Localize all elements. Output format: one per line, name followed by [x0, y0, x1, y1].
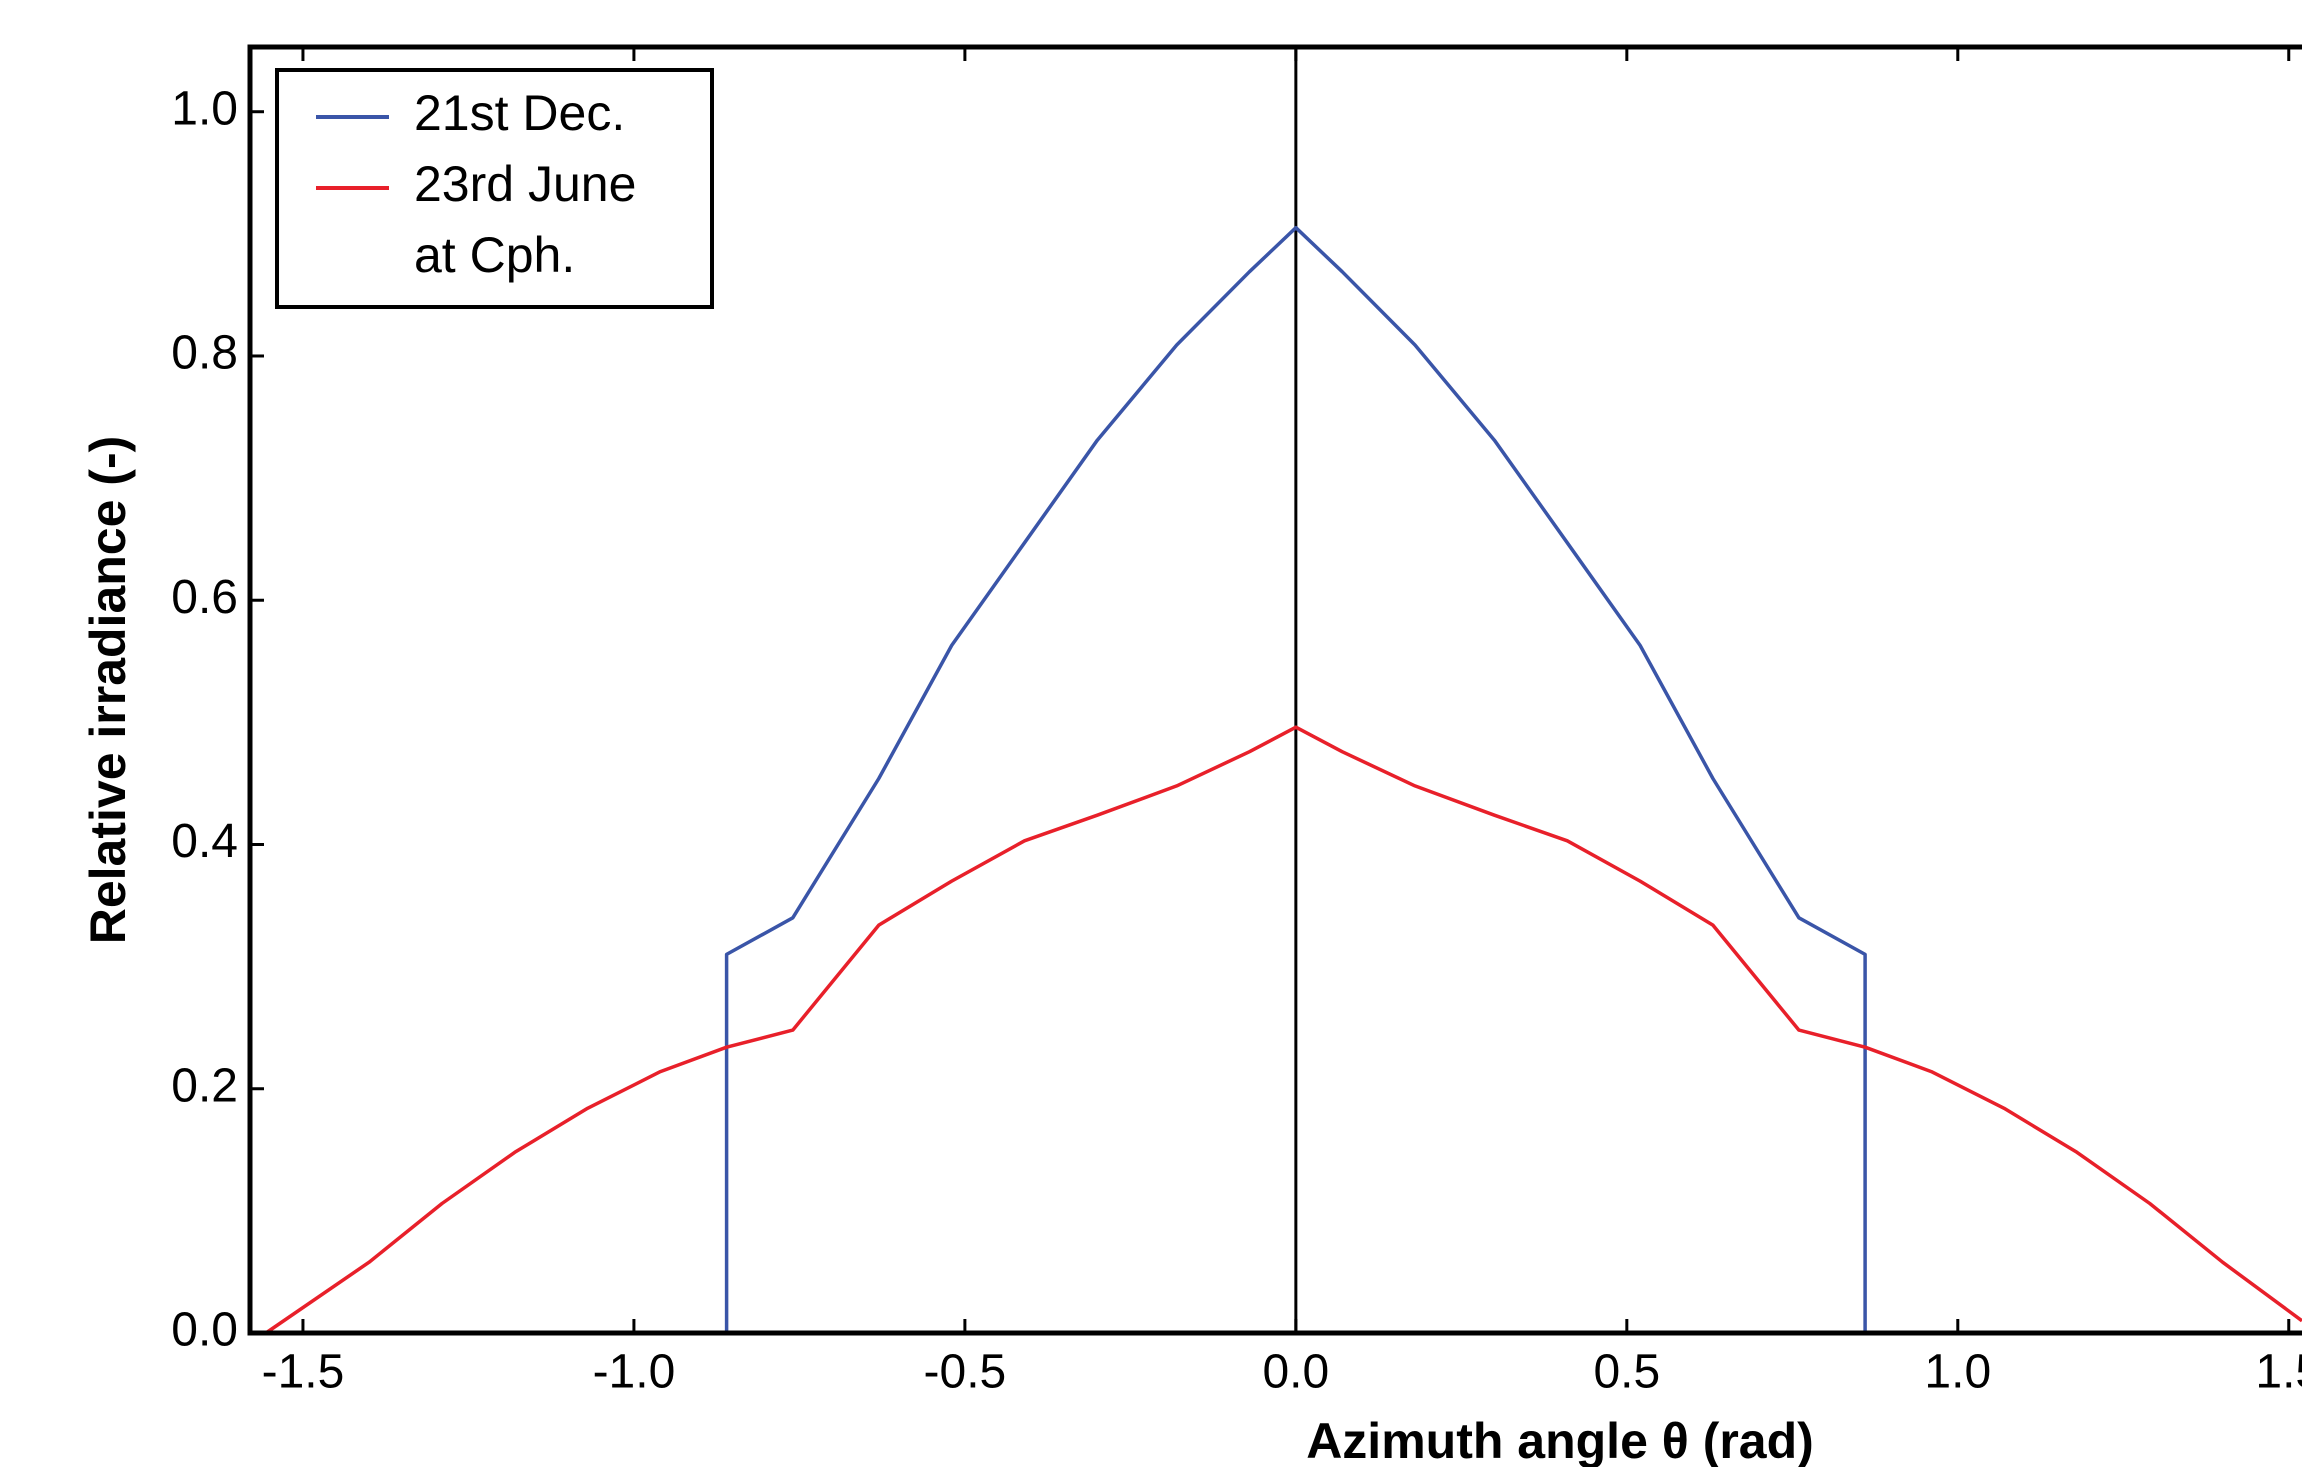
x-axis-title: Azimuth angle θ (rad)	[1306, 1413, 1814, 1467]
x-tick-label: -1.0	[593, 1346, 676, 1399]
y-axis-title: Relative irradiance (-)	[80, 436, 136, 945]
series-line	[264, 725, 2302, 1335]
x-tick-label: -0.5	[924, 1346, 1007, 1399]
x-tick-label: 0.0	[1262, 1346, 1329, 1399]
legend-label: 23rd June	[414, 156, 636, 212]
legend-note: at Cph.	[414, 227, 575, 283]
x-tick-label: 1.0	[1924, 1346, 1991, 1399]
y-tick-label: 0.8	[171, 327, 238, 380]
y-tick-label: 0.2	[171, 1059, 238, 1112]
y-tick-label: 1.0	[171, 82, 238, 135]
series-line	[250, 225, 2302, 1335]
x-tick-label: 1.5	[2255, 1346, 2302, 1399]
legend-label: 21st Dec.	[414, 85, 625, 141]
x-tick-label: 0.5	[1593, 1346, 1660, 1399]
y-tick-label: 0.6	[171, 571, 238, 624]
y-tick-label: 0.4	[171, 815, 238, 868]
x-tick-label: -1.5	[262, 1346, 345, 1399]
plot-frame	[247, 44, 2302, 1336]
y-tick-label: 0.0	[171, 1304, 238, 1357]
